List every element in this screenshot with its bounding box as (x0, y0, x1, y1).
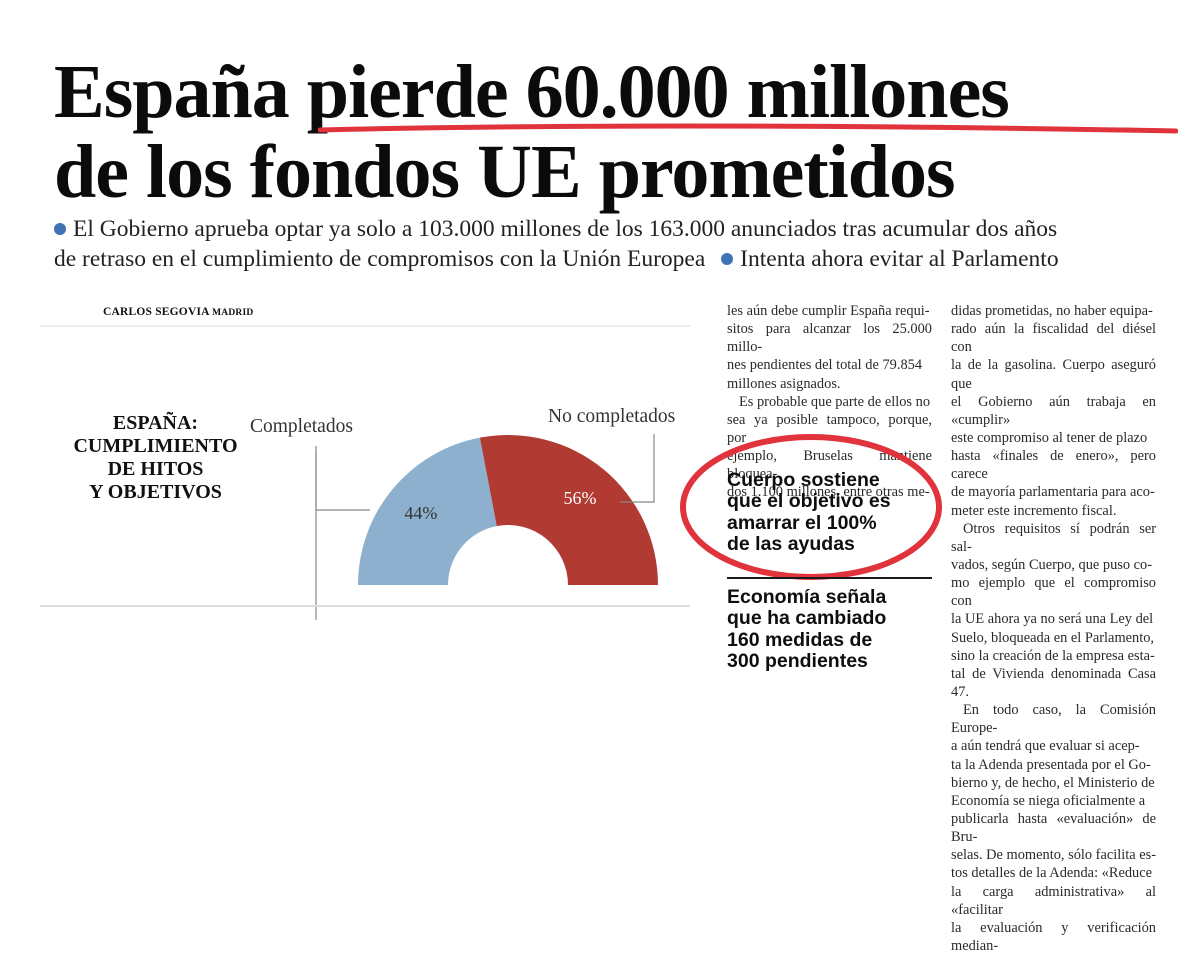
article-column-1: les aún debe cumplir España requi- sitos… (727, 303, 932, 501)
pullquote-cuerpo: Cuerpo sostiene que el objetivo es amarr… (727, 469, 891, 556)
byline-author: CARLOS SEGOVIA (103, 306, 210, 318)
value-no-completados: 56% (564, 488, 597, 508)
pullquote-economia: Economía señala que ha cambiado 160 medi… (727, 586, 887, 673)
value-completados: 44% (404, 503, 437, 523)
slice-completados (358, 437, 497, 585)
article-column-2: didas prometidas, no haber equipa- rado … (951, 303, 1157, 954)
red-highlight-underline (318, 123, 1178, 134)
leader-no-completados (620, 434, 655, 503)
byline: CARLOS SEGOVIA MADRID (103, 306, 253, 318)
subhead-line-1: El Gobierno aprueba optar ya solo a 103.… (54, 214, 1057, 245)
pullquote-divider (727, 577, 932, 579)
headline-line-2: de los fondos UE prometidos (54, 130, 956, 214)
label-completados: Completados (250, 416, 353, 437)
leader-completados (315, 446, 370, 511)
half-donut-chart: Completados No completados 44% 56% (250, 406, 675, 620)
byline-city: MADRID (212, 308, 254, 318)
bullet-icon (721, 253, 734, 265)
chart-baseline-rule (40, 605, 690, 607)
subhead-line-2: de retraso en el cumplimiento de comprom… (54, 246, 1059, 272)
label-no-completados: No completados (548, 406, 675, 427)
chart-title: ESPAÑA: CUMPLIMIENTO DE HITOS Y OBJETIVO… (73, 412, 238, 503)
bullet-icon (54, 223, 66, 235)
slice-no-completados (479, 435, 658, 585)
faint-rule (40, 325, 690, 327)
headline-line-1: España pierde 60.000 millones (54, 50, 1010, 134)
